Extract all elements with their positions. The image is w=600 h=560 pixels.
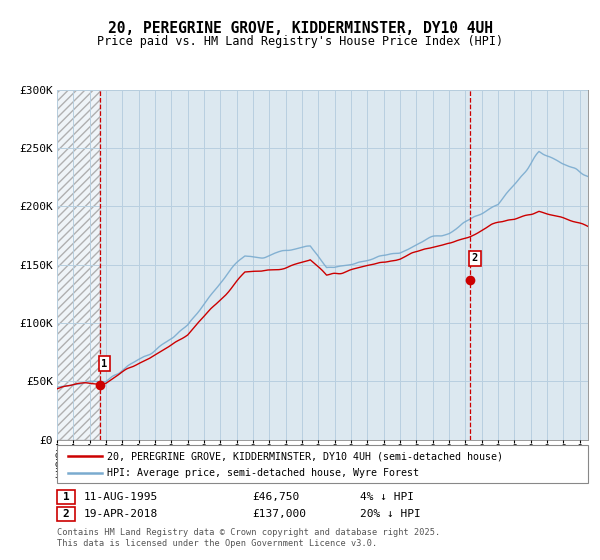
Text: 20, PEREGRINE GROVE, KIDDERMINSTER, DY10 4UH (semi-detached house): 20, PEREGRINE GROVE, KIDDERMINSTER, DY10…	[107, 451, 503, 461]
Text: £46,750: £46,750	[252, 492, 299, 502]
Text: 4% ↓ HPI: 4% ↓ HPI	[360, 492, 414, 502]
Text: 19-APR-2018: 19-APR-2018	[84, 509, 158, 519]
Text: £137,000: £137,000	[252, 509, 306, 519]
Text: Contains HM Land Registry data © Crown copyright and database right 2025.
This d: Contains HM Land Registry data © Crown c…	[57, 528, 440, 548]
Text: 2: 2	[62, 509, 70, 519]
Text: 20% ↓ HPI: 20% ↓ HPI	[360, 509, 421, 519]
Text: 11-AUG-1995: 11-AUG-1995	[84, 492, 158, 502]
Text: Price paid vs. HM Land Registry's House Price Index (HPI): Price paid vs. HM Land Registry's House …	[97, 35, 503, 48]
Text: 20, PEREGRINE GROVE, KIDDERMINSTER, DY10 4UH: 20, PEREGRINE GROVE, KIDDERMINSTER, DY10…	[107, 21, 493, 36]
Text: HPI: Average price, semi-detached house, Wyre Forest: HPI: Average price, semi-detached house,…	[107, 468, 419, 478]
Text: 1: 1	[62, 492, 70, 502]
Text: 2: 2	[472, 254, 478, 263]
Bar	[57, 90, 100, 440]
Text: 1: 1	[101, 359, 107, 368]
Bar	[57, 90, 100, 440]
